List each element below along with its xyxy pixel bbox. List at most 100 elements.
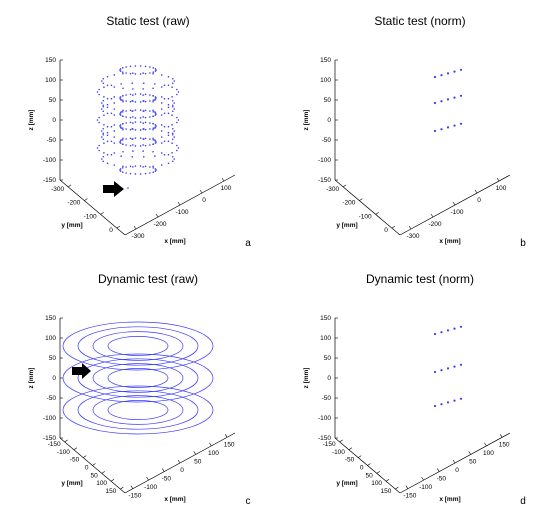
data-point xyxy=(144,109,147,112)
data-point xyxy=(134,145,137,147)
data-point xyxy=(106,140,109,143)
data-point xyxy=(167,153,170,156)
data-point xyxy=(160,108,163,110)
chart-panel-c: Dynamic test (raw)150100500-50-100-150z … xyxy=(28,272,251,507)
data-point xyxy=(171,86,173,88)
data-point xyxy=(171,110,174,113)
z-tick-label: 150 xyxy=(320,57,331,64)
data-point xyxy=(129,109,132,112)
data-point xyxy=(121,127,124,129)
y-axis-line xyxy=(334,179,401,236)
data-point xyxy=(154,170,157,172)
data-point xyxy=(173,136,176,138)
y-tick-label: -300 xyxy=(326,186,339,193)
data-point xyxy=(122,109,124,112)
data-point xyxy=(129,100,132,103)
chart-panel-d: Dynamic test (norm)150100500-50-100-150z… xyxy=(303,272,526,507)
x-tick-mark xyxy=(474,189,478,194)
data-point xyxy=(154,98,157,100)
data-point xyxy=(160,102,163,104)
x-tick-mark xyxy=(162,468,165,472)
data-point xyxy=(139,129,142,131)
data-point xyxy=(106,125,109,128)
data-point xyxy=(113,114,116,116)
data-point xyxy=(113,96,116,98)
y-tick-label: -150 xyxy=(323,441,336,448)
y-tick-mark xyxy=(110,478,115,482)
data-point xyxy=(167,103,170,106)
data-point xyxy=(149,94,151,96)
data-point xyxy=(171,155,174,158)
data-point xyxy=(139,93,142,95)
data-point xyxy=(171,99,174,102)
y-tick-label: 150 xyxy=(380,488,391,495)
data-point xyxy=(132,116,134,118)
data-point xyxy=(132,122,134,124)
data-point xyxy=(459,94,463,97)
trajectory-ring xyxy=(107,368,169,388)
data-point xyxy=(152,139,155,141)
x-tick-label: 150 xyxy=(224,441,235,448)
y-tick-mark xyxy=(84,198,88,201)
chart-title: Static test (norm) xyxy=(374,14,465,28)
data-point xyxy=(106,112,109,115)
data-point xyxy=(121,71,124,73)
data-point xyxy=(121,171,124,173)
trajectory-ring xyxy=(92,363,184,393)
data-point xyxy=(144,172,147,175)
x-tick-mark xyxy=(177,459,181,464)
data-point xyxy=(446,329,450,332)
data-point xyxy=(144,137,147,140)
data-point xyxy=(122,150,124,153)
data-point xyxy=(98,149,100,152)
data-point xyxy=(149,116,151,118)
x-tick-label: -50 xyxy=(162,476,172,483)
data-point xyxy=(113,142,116,144)
chart-title: Dynamic test (norm) xyxy=(366,272,474,286)
data-point xyxy=(134,117,137,119)
y-axis-label: y [mm] xyxy=(61,222,82,229)
data-point xyxy=(134,173,137,175)
z-axis-label: z [mm] xyxy=(28,110,35,131)
data-point xyxy=(149,122,151,124)
data-point xyxy=(152,87,154,90)
data-point xyxy=(102,138,105,141)
data-point xyxy=(125,72,127,74)
data-point xyxy=(131,82,134,84)
data-point xyxy=(176,116,178,119)
x-tick-mark xyxy=(421,476,424,481)
data-point xyxy=(96,91,99,93)
chart-panel-b: Static test (norm) 150 100 50 0 -50 -100 -150 z … xyxy=(303,14,526,249)
data-point xyxy=(177,119,180,121)
data-point xyxy=(100,108,103,110)
data-point xyxy=(134,137,137,139)
data-point xyxy=(176,144,178,147)
data-point xyxy=(152,95,155,97)
data-point xyxy=(132,72,134,74)
z-tick-label: 0 xyxy=(52,117,56,124)
data-point xyxy=(125,116,127,118)
data-point xyxy=(167,84,170,87)
panel-label: c xyxy=(246,496,251,507)
data-point xyxy=(139,121,142,123)
data-point xyxy=(171,138,174,141)
data-point xyxy=(139,137,142,139)
data-point xyxy=(98,93,100,96)
y-tick-mark xyxy=(67,184,72,188)
z-tick-label: -50 xyxy=(47,137,57,144)
x-tick-label: -100 xyxy=(450,209,463,216)
data-point xyxy=(106,162,109,165)
z-tick-label: -150 xyxy=(318,435,331,442)
data-point xyxy=(100,158,103,160)
data-point xyxy=(149,172,151,174)
data-point xyxy=(98,121,100,124)
data-point xyxy=(129,93,132,96)
y-axis-label: y [mm] xyxy=(336,222,357,229)
data-point xyxy=(459,397,463,400)
y-tick-label: -200 xyxy=(67,200,80,207)
data-point xyxy=(167,75,170,78)
y-tick-mark xyxy=(385,478,390,482)
data-point xyxy=(132,128,134,130)
x-tick-mark xyxy=(209,442,212,447)
